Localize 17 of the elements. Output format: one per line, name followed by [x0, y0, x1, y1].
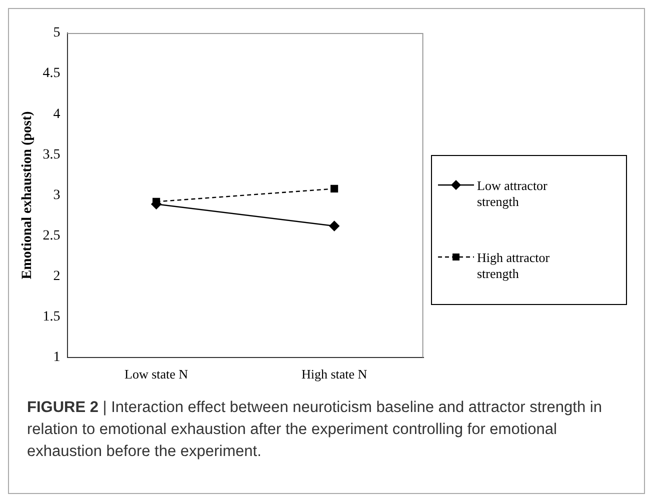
y-tick-label: 1.5 [42, 310, 60, 325]
x-tick-label: High state N [301, 366, 368, 382]
legend-label: High attractor strength [477, 250, 551, 282]
point [329, 220, 340, 232]
y-tick-label: 5 [53, 26, 60, 41]
y-tick-label: 4 [53, 106, 60, 122]
caption: FIGURE 2 | Interaction effect between neuroticism baseline and attractor strength in relation to emotional exhaustion after the experiment controlling for emotional exhaustion before the experiment. [27, 398, 603, 462]
y-tick-label: 4.5 [42, 66, 60, 82]
y-tick-label: 3.5 [42, 147, 60, 162]
y-tick-label: 3 [53, 188, 60, 203]
y-axis-title: Emotional exhaustion (post) [20, 110, 36, 280]
y-tick-label: 1 [53, 350, 60, 366]
y-tick-label: 2 [53, 268, 60, 284]
legend-label: Low attractor strength [477, 178, 548, 210]
y-tick-label: 2.5 [42, 228, 60, 244]
x-tick-label: Low state N [124, 366, 189, 382]
point [330, 184, 338, 192]
